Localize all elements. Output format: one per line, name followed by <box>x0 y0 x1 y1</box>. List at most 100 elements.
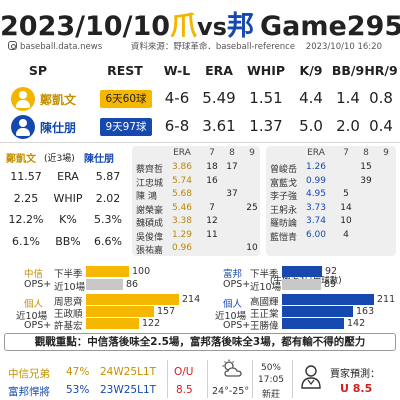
home-wl: 6-8 <box>164 117 190 135</box>
ops-half-label: 下半季 <box>250 269 279 280</box>
ops-recent-label: 近10場 <box>250 282 282 293</box>
recent-away-k: 12.2% <box>8 213 44 226</box>
away-hr9: 0.8 <box>369 89 393 107</box>
person-icon <box>301 365 321 389</box>
bullpen-pitcher-era: 3.38 <box>171 216 193 226</box>
bullpen-col-header: 9 <box>383 148 389 158</box>
ops-label: OPS+ <box>223 279 251 290</box>
away-win-pct: 47% <box>66 366 90 378</box>
game-time: 17:05 <box>258 375 284 385</box>
bullpen-pitcher-name: 王躬永 <box>270 205 298 216</box>
ops-individual-label: 個人 <box>24 299 44 310</box>
ops-player-bar <box>86 294 179 305</box>
recent-home-whip: 2.02 <box>95 192 121 205</box>
home-record: 23W25L1T <box>100 384 157 396</box>
focus-banner: 觀戰重點：中信落後味全2.5場，富邦落後味全3場，都有輸不得的壓力 <box>4 333 396 351</box>
ops-recent-label: 近10場 <box>54 282 86 293</box>
ops-player-name: 高國輝 <box>250 297 279 308</box>
prediction-label: 賈家預測： <box>330 369 380 380</box>
bullpen-pitcher-era: 5.68 <box>171 189 193 199</box>
home-win-pct: 53% <box>66 384 90 396</box>
ops-team-name: 富邦 <box>223 269 243 280</box>
home-bb9: 2.0 <box>336 117 360 135</box>
ops-player-name: 周思齊 <box>54 297 83 308</box>
bullpen-pitch-count: 18 <box>206 162 218 172</box>
recent-away-bb: 6.1% <box>12 235 40 248</box>
ops-player-bar <box>86 306 154 317</box>
bullpen-pitcher-name: 謝榮豪 <box>136 205 164 216</box>
recent-stat-bb: BB% <box>55 235 81 248</box>
ops-player-name: 許基宏 <box>54 321 83 332</box>
divider <box>207 360 208 398</box>
ops-player-bar <box>282 306 353 317</box>
divider <box>0 142 400 143</box>
divider <box>292 360 293 398</box>
bullpen-pitcher-name: 羅昉論 <box>270 219 298 229</box>
ops-label: OPS+ <box>24 320 52 331</box>
ops-player-value: 142 <box>347 318 366 329</box>
recent-away-whip: 2.25 <box>13 192 39 205</box>
bullpen-pitch-count: 12 <box>206 216 218 226</box>
ops-team-half-bar <box>282 266 322 277</box>
home-pitcher-name: 陳仕朋 <box>40 121 77 135</box>
header-era: ERA <box>205 63 233 78</box>
bullpen-pitch-count: 10 <box>340 216 352 226</box>
bullpen-col-header: 7 <box>209 148 215 158</box>
ops-half-label: 下半季 <box>54 269 83 280</box>
title-game-number: Game295 <box>259 11 400 42</box>
bullpen-pitcher-name: 吳俊偉 <box>136 232 164 243</box>
bullpen-pitcher-name: 張祐嘉 <box>136 246 164 256</box>
ops-player-name: 王正棠 <box>250 309 279 320</box>
bullpen-col-header: 8 <box>363 148 369 158</box>
bullpen-pitch-count: 11 <box>206 229 218 240</box>
ops-individual-label: 個人 <box>223 299 243 310</box>
header-k9: K/9 <box>299 63 323 78</box>
bullpen-col-header: 9 <box>249 148 255 158</box>
ops-player-value: 122 <box>142 318 161 329</box>
away-wl: 4-6 <box>164 89 190 107</box>
away-rest-badge: 6天60球 <box>100 90 152 108</box>
divider <box>167 360 168 398</box>
bullpen-pitch-count: 15 <box>360 162 372 172</box>
home-hr9: 0.4 <box>369 117 393 135</box>
home-pitcher-avatar-icon <box>11 115 35 139</box>
bullpen-pitcher-name: 蔡齊哲 <box>136 165 164 175</box>
source-site: baseball.data.news <box>20 42 103 52</box>
venue: 新莊 <box>261 390 280 400</box>
ops-team-half-bar <box>86 266 129 277</box>
ops-label: OPS+ <box>24 279 52 290</box>
header-whip: WHIP <box>246 63 286 78</box>
ops-team-recent-bar <box>282 279 321 290</box>
bullpen-pitcher-name: 陳 鴻 <box>136 192 157 202</box>
ou-label: O/U <box>174 366 194 378</box>
bullpen-pitcher-era: 5.46 <box>171 202 193 213</box>
bullpen-pitch-count: 16 <box>206 175 218 186</box>
bullpen-pitcher-name: 魏碩成 <box>136 219 164 229</box>
bullpen-col-header: ERA <box>307 148 325 158</box>
recent-note: (近3場) <box>44 154 75 164</box>
bullpen-pitcher-era: 0.96 <box>171 243 193 253</box>
bullpen-pitcher-era: 1.29 <box>171 229 193 240</box>
ops-player-name: 王勝偉 <box>250 321 279 332</box>
bullpen-pitcher-era: 3.74 <box>305 216 327 226</box>
bullpen-pitch-count: 37 <box>226 189 238 199</box>
ops-recent10-label: 近10場 <box>215 311 247 322</box>
bullpen-pitcher-name: 曾峻岳 <box>270 165 298 175</box>
away-bullpen-panel <box>132 146 260 256</box>
bullpen-pitch-count: 10 <box>246 243 258 253</box>
ops-team-name: 中信 <box>24 269 44 280</box>
recent-home-name: 陳仕朋 <box>84 154 114 165</box>
recent-stat-era: ERA <box>57 170 79 183</box>
away-era: 5.49 <box>202 89 236 107</box>
ops-player-value: 211 <box>377 294 396 305</box>
recent-away-name: 鄭凱文 <box>6 154 36 165</box>
home-k9: 5.0 <box>299 117 323 135</box>
header-wl: W-L <box>163 63 191 78</box>
title-date: 2023/10/10 <box>0 11 171 42</box>
bullpen-pitch-count: 4 <box>343 229 349 240</box>
bullpen-pitcher-era: 5.74 <box>171 175 193 186</box>
page-title: 2023/10/10爪vs邦 Game295 <box>0 4 400 42</box>
away-k9: 4.4 <box>299 89 323 107</box>
bullpen-pitch-count: 17 <box>226 162 238 172</box>
recent-stat-whip: WHIP <box>53 192 83 205</box>
